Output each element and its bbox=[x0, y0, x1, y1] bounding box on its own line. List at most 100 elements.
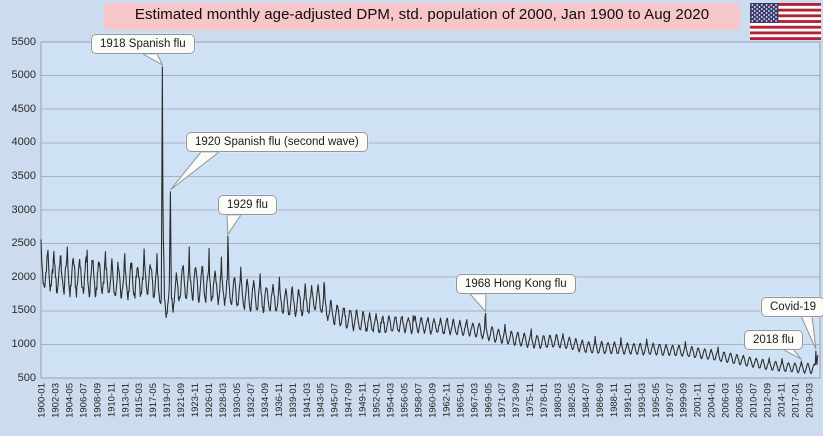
flag-star bbox=[775, 8, 777, 10]
x-axis-tick-label: 1936-11 bbox=[274, 383, 285, 417]
flag-star bbox=[763, 10, 766, 12]
flag-star bbox=[763, 6, 766, 8]
x-axis-tick-label: 2001-11 bbox=[693, 383, 704, 417]
x-axis-tick-label: 1902-03 bbox=[50, 383, 61, 418]
flag-star bbox=[765, 16, 768, 18]
y-axis-tick-label: 1500 bbox=[11, 304, 36, 317]
flag-star bbox=[758, 18, 761, 20]
annotation-callout: 1968 Hong Kong flu bbox=[456, 274, 576, 294]
x-axis-tick-label: 2012-09 bbox=[762, 383, 773, 418]
flag-star bbox=[763, 14, 766, 16]
annotation-tail bbox=[468, 293, 487, 313]
x-axis-tick-label: 2014-11 bbox=[776, 383, 787, 417]
annotation-callout: 2018 flu bbox=[744, 330, 803, 350]
flag-star bbox=[760, 4, 763, 6]
x-axis-tick-label: 1926-01 bbox=[204, 383, 215, 418]
flag-star bbox=[756, 20, 758, 22]
x-axis-tick-label: 1982-05 bbox=[567, 383, 578, 418]
x-axis-tick-label: 1967-03 bbox=[469, 383, 480, 418]
x-axis-tick-label: 1917-05 bbox=[148, 383, 159, 418]
x-axis-tick-label: 1910-11 bbox=[106, 383, 117, 417]
x-axis-tick-label: 1930-05 bbox=[232, 383, 243, 418]
flag-star bbox=[765, 4, 768, 6]
flag-star bbox=[758, 10, 761, 12]
flag-star bbox=[751, 20, 754, 22]
flag-stripe bbox=[750, 28, 821, 32]
flag-star bbox=[770, 8, 773, 10]
x-axis-tick-label: 1988-11 bbox=[609, 383, 620, 417]
x-axis-tick-label: 1969-05 bbox=[483, 383, 494, 418]
flag-star bbox=[760, 12, 763, 14]
y-axis-tick-label: 2500 bbox=[11, 237, 36, 250]
flag-stripe bbox=[750, 17, 821, 21]
x-axis-tick-label: 1943-05 bbox=[316, 383, 327, 418]
flag-star bbox=[772, 14, 775, 16]
x-axis-tick-label: 1956-05 bbox=[399, 383, 410, 418]
flag-stripe bbox=[750, 11, 821, 15]
flag-star bbox=[770, 20, 773, 22]
flag-star bbox=[751, 16, 754, 18]
y-axis-tick-label: 1000 bbox=[11, 337, 36, 350]
flag-star bbox=[768, 14, 770, 16]
x-axis-tick-label: 1906-07 bbox=[78, 383, 89, 418]
x-axis-tick-label: 1919-07 bbox=[162, 383, 173, 418]
flag-star bbox=[760, 16, 763, 18]
flag-canton bbox=[750, 3, 779, 23]
us-flag-icon bbox=[750, 3, 821, 40]
flag-star bbox=[772, 10, 775, 12]
x-axis-tick-label: 2017-01 bbox=[790, 383, 801, 418]
x-axis-tick-label: 1986-09 bbox=[595, 383, 606, 418]
flag-star bbox=[768, 6, 770, 8]
annotation-tail bbox=[226, 214, 242, 236]
chart-title: Estimated monthly age-adjusted DPM, std.… bbox=[104, 3, 740, 30]
x-axis-tick-label: 2006-03 bbox=[721, 383, 732, 418]
x-axis-tick-label: 2019-03 bbox=[804, 383, 815, 418]
x-axis-tick-label: 1934-09 bbox=[260, 383, 271, 418]
x-axis-tick-label: 1975-11 bbox=[525, 383, 536, 417]
flag-star bbox=[768, 18, 770, 20]
flag-star bbox=[772, 18, 775, 20]
x-axis-tick-label: 1973-09 bbox=[511, 383, 522, 418]
x-axis-tick-label: 1939-01 bbox=[288, 383, 299, 418]
flag-star bbox=[751, 4, 754, 6]
flag-star bbox=[770, 12, 773, 14]
flag-star bbox=[775, 12, 777, 14]
annotation-tail bbox=[141, 53, 164, 67]
flag-star bbox=[760, 8, 763, 10]
y-axis-tick-label: 5500 bbox=[11, 35, 36, 48]
x-axis-tick-label: 1947-09 bbox=[344, 383, 355, 418]
x-axis-tick-label: 1980-03 bbox=[553, 383, 564, 418]
x-axis-tick-label: 1993-03 bbox=[637, 383, 648, 418]
x-axis-tick-label: 1962-11 bbox=[441, 383, 452, 417]
x-axis-tick-label: 1960-09 bbox=[427, 383, 438, 418]
flag-star bbox=[775, 20, 777, 22]
flag-star bbox=[772, 6, 775, 8]
x-axis-tick-label: 2004-01 bbox=[707, 383, 718, 418]
annotation-callout: 1918 Spanish flu bbox=[91, 34, 195, 54]
flag-star bbox=[768, 10, 770, 12]
flag-star bbox=[763, 18, 766, 20]
x-axis-tick-label: 1945-07 bbox=[330, 383, 341, 418]
x-axis-tick-label: 1921-09 bbox=[176, 383, 187, 418]
x-axis-tick-label: 1965-01 bbox=[455, 383, 466, 418]
flag-star bbox=[758, 14, 761, 16]
flag-star bbox=[770, 16, 773, 18]
y-axis-tick-label: 4500 bbox=[11, 102, 36, 115]
flag-star bbox=[775, 16, 777, 18]
plot-border bbox=[40, 41, 821, 379]
flag-star bbox=[751, 12, 754, 14]
x-axis-tick-label: 1928-03 bbox=[218, 383, 229, 418]
x-axis-tick-label: 1958-07 bbox=[413, 383, 424, 418]
flag-star bbox=[775, 4, 777, 6]
flag-star bbox=[753, 18, 756, 20]
x-axis-tick-label: 1997-07 bbox=[665, 383, 676, 418]
x-axis-tick-label: 1954-03 bbox=[386, 383, 397, 418]
flag-star bbox=[760, 20, 763, 22]
x-axis-tick-label: 1984-07 bbox=[581, 383, 592, 418]
flag-star bbox=[756, 4, 758, 6]
x-axis-tick-label: 2008-05 bbox=[735, 383, 746, 418]
annotation-callout: Covid-19 bbox=[761, 297, 823, 317]
y-axis-tick-label: 5000 bbox=[11, 69, 36, 82]
annotation-callout: 1920 Spanish flu (second wave) bbox=[186, 132, 368, 152]
